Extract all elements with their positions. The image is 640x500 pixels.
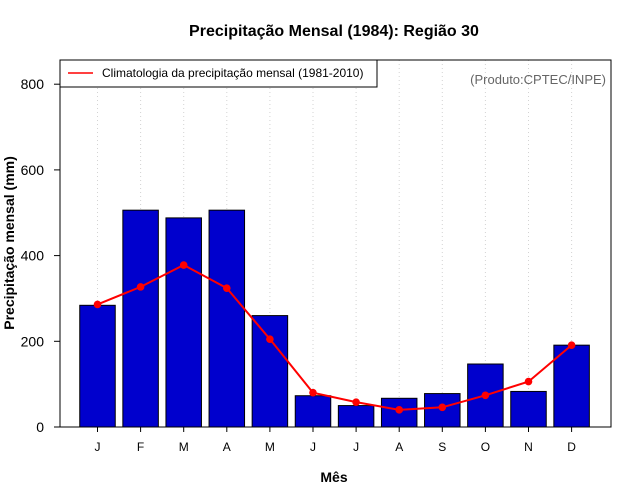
climatology-point-0 [93,300,102,309]
y-tick-label: 0 [36,419,44,435]
chart-title: Precipitação Mensal (1984): Região 30 [189,23,479,40]
bar-0 [79,304,116,428]
x-tick-label: A [223,440,231,454]
climatology-point-2 [179,261,188,269]
climatology-line [93,261,576,414]
climatology-polyline [97,263,573,411]
y-axis: 0 200 400 600 800 [21,76,60,435]
climatology-point-7 [395,406,404,414]
climatology-point-10 [524,377,533,386]
climatology-point-6 [352,398,360,406]
legend: Climatologia da precipitação mensal (198… [59,59,378,88]
bar-2 [165,217,202,428]
bar-4 [251,315,289,428]
x-tick-label: N [524,440,533,454]
climatology-point-9 [481,391,490,400]
x-tick-label: D [567,440,576,454]
climatology-point-11 [567,341,576,349]
climatology-point-5 [309,388,317,397]
credit-annotation: (Produto:CPTEC/INPE) [470,72,606,87]
bar-1 [122,209,159,428]
bar-5 [294,395,332,428]
x-tick-label: J [353,440,359,454]
y-tick-label: 200 [21,333,45,349]
bars [79,209,590,428]
x-tick-label: F [137,440,144,454]
x-tick-label: S [438,440,446,454]
climatology-point-3 [223,284,231,292]
x-tick-label: O [481,440,490,454]
y-tick-label: 800 [21,76,45,92]
bar-10 [510,390,547,428]
x-tick-label: J [310,440,316,454]
bar-6 [337,405,375,428]
bar-3 [208,209,246,428]
legend-box [59,59,378,88]
x-tick-label: J [95,440,101,454]
y-axis-label: Precipitação mensal (mm) [1,156,17,330]
legend-label: Climatologia da precipitação mensal (198… [102,66,363,80]
x-tick-label: M [265,440,275,454]
bar-11 [553,344,590,428]
y-tick-label: 400 [21,248,45,264]
x-axis-label: Mês [320,469,347,485]
climatology-point-4 [266,335,274,343]
climatology-point-8 [438,403,447,412]
climatology-point-1 [136,283,145,291]
y-tick-label: 600 [21,162,45,178]
x-tick-label: A [395,440,403,454]
x-tick-label: M [179,440,189,454]
